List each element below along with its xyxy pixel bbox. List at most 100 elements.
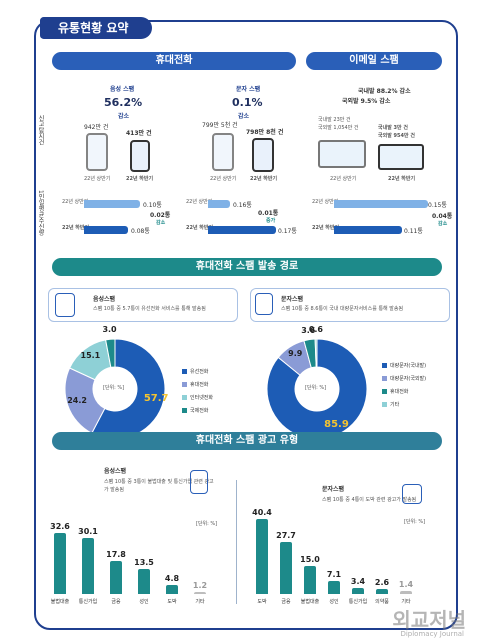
bar-value-6: 1.4 (398, 580, 414, 590)
message-icon (255, 293, 273, 315)
bar-0 (256, 518, 268, 594)
bar-category-1: 금융 (281, 599, 291, 605)
route-voice-title: 음성스팸 (93, 296, 116, 303)
route-text-card: 문자스팸 스팸 10통 중 8.6통이 국내 대량문자서비스를 통해 발송됨 (250, 288, 450, 322)
section-mobile-header: 휴대전화 (52, 52, 296, 70)
text-pie-unit: [단위: %] (305, 385, 327, 391)
pie-slice-0 (266, 338, 368, 440)
legend-label: 국제전화 (190, 408, 209, 414)
legend-swatch (182, 382, 187, 387)
ad-voice-title: 음성스팸 (104, 468, 127, 475)
bar-category-2: 불법대출 (300, 599, 320, 605)
route-voice-desc: 스팸 10통 중 5.7통이 유선전화 서비스를 통해 발송됨 (93, 306, 206, 312)
legend-item-1: 대량문자(국외발) (382, 375, 426, 382)
voice-avg-curr-bar (84, 226, 128, 234)
text-curr-count: 798만 8천 건 (246, 129, 284, 136)
legend-swatch (182, 395, 187, 400)
text-change: 감소 (238, 113, 250, 120)
bar-4 (166, 585, 178, 594)
voice-avg-curr-label: 22년 하반기 (62, 225, 90, 231)
bar-category-1: 통신가입 (78, 599, 98, 605)
email-curr-label: 22년 하반기 (388, 176, 416, 182)
pie-slice-label-3: 0.6 (308, 325, 323, 334)
pie-slice-3 (314, 338, 318, 368)
legend-swatch (382, 389, 387, 394)
legend-item-2: 휴대전화 (382, 388, 408, 395)
legend-swatch (382, 402, 387, 407)
text-prev-label: 22년 상반기 (210, 176, 237, 182)
bar-value-0: 32.6 (50, 522, 70, 532)
ad-message-icon (402, 484, 422, 504)
summary-frame (34, 20, 458, 630)
legend-item-0: 유선전화 (182, 368, 208, 375)
side-label-per-person: 1인일평균수신량 (37, 190, 44, 236)
bar-value-1: 27.7 (276, 531, 296, 541)
legend-swatch (382, 376, 387, 381)
pie-slice-label-2: 3.6 (301, 325, 316, 335)
chart-divider (236, 480, 237, 604)
voice-avg-diff: 0.02통 (150, 212, 171, 219)
email-avg-curr-value: 0.11통 (404, 228, 423, 235)
voice-prev-label: 22년 상반기 (84, 176, 111, 182)
bar-3 (138, 568, 150, 594)
legend-swatch (182, 369, 187, 374)
voice-avg-diff-change: 감소 (156, 220, 166, 226)
bar-value-0: 40.4 (252, 507, 272, 517)
voice-prev-count: 942만 건 (84, 124, 109, 131)
ad-voice-desc: 스팸 10통 중 3통이 불법대출 및 통신가입 관련 광고가 발송됨 (104, 479, 214, 493)
legend-item-0: 대량문자(국내발) (382, 362, 426, 369)
phone-icon-prev-text (212, 133, 234, 171)
route-text-desc: 스팸 10통 중 8.6통이 국내 대량문자서비스를 통해 발송됨 (281, 306, 404, 312)
bar-category-5: 기타 (195, 599, 205, 605)
pie-slice-label-1: 9.9 (288, 349, 303, 359)
email-avg-curr-label: 22년 하반기 (312, 225, 340, 231)
legend-label: 인터넷전화 (190, 395, 214, 401)
bar-category-2: 금융 (111, 599, 121, 605)
legend-label: 휴대전화 (390, 389, 409, 395)
route-text-title: 문자스팸 (281, 296, 304, 303)
voice-avg-curr-value: 0.08통 (131, 228, 150, 235)
text-avg-curr-label: 22년 하반기 (186, 225, 214, 231)
side-label-reports: 신고탐지건 (37, 115, 44, 145)
email-curr-domestic: 국내발 3만 건 (378, 125, 408, 131)
bar-category-3: 성인 (139, 599, 149, 605)
legend-label: 기타 (390, 402, 400, 408)
laptop-icon-curr (378, 144, 424, 170)
bar-0 (54, 533, 66, 594)
legend-label: 대량문자(국내발) (390, 363, 427, 369)
section-route-header: 휴대전화 스팸 발송 경로 (52, 258, 442, 276)
voice-pie-unit: [단위: %] (103, 385, 125, 391)
text-avg-prev-label: 22년 상반기 (186, 199, 213, 205)
legend-swatch (382, 363, 387, 368)
bar-value-2: 17.8 (106, 549, 126, 559)
bar-value-5: 2.6 (374, 578, 390, 588)
phone-icon-curr (130, 140, 150, 172)
laptop-icon-prev (318, 140, 366, 168)
bar-category-4: 통신가입 (348, 599, 368, 605)
legend-label: 휴대전화 (190, 382, 209, 388)
text-pct: 0.1% (232, 96, 263, 109)
watermark-logo: 외교저널 (392, 608, 466, 632)
email-foreign-line: 국외발 9.5% 감소 (342, 98, 391, 105)
pie-slice-label-0: 57.7 (143, 392, 169, 404)
bar-value-1: 30.1 (78, 526, 98, 536)
voice-pct: 56.2% (104, 96, 143, 109)
bar-5 (194, 591, 206, 594)
bar-category-4: 도박 (167, 599, 177, 605)
text-prev-count: 799만 5천 건 (202, 122, 238, 129)
route-voice-card: 음성스팸 스팸 10통 중 5.7통이 유선전화 서비스를 통해 발송됨 (48, 288, 238, 322)
pie-slice-3 (105, 338, 116, 368)
bar-category-5: 의약품 (375, 599, 389, 605)
phone-icon-curr-text (252, 138, 274, 172)
text-curr-label: 22년 하반기 (250, 176, 278, 182)
ad-voice-unit: [단위: %] (196, 521, 218, 527)
text-avg-prev-bar (208, 200, 230, 208)
text-avg-curr-bar (208, 226, 276, 234)
section-ad-type-header: 휴대전화 스팸 광고 유형 (52, 432, 442, 450)
email-prev-domestic: 국내발 23만 건 (318, 117, 351, 123)
bar-2 (304, 566, 316, 594)
text-avg-diff: 0.01통 (258, 210, 279, 217)
legend-item-2: 인터넷전화 (182, 394, 213, 401)
ad-voice-card: 음성스팸 스팸 10통 중 3통이 불법대출 및 통신가입 관련 광고가 발송됨 (104, 466, 214, 494)
bar-category-3: 성인 (329, 599, 339, 605)
